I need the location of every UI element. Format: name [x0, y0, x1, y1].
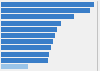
Bar [1, 58, 48, 63]
Bar [1, 39, 53, 44]
Bar [1, 33, 55, 38]
Bar [1, 52, 49, 57]
Bar [1, 64, 28, 69]
Bar [1, 45, 51, 50]
Bar [1, 8, 90, 13]
Bar [1, 14, 74, 19]
Bar [1, 2, 94, 7]
Bar [1, 21, 60, 26]
Bar [1, 27, 57, 32]
